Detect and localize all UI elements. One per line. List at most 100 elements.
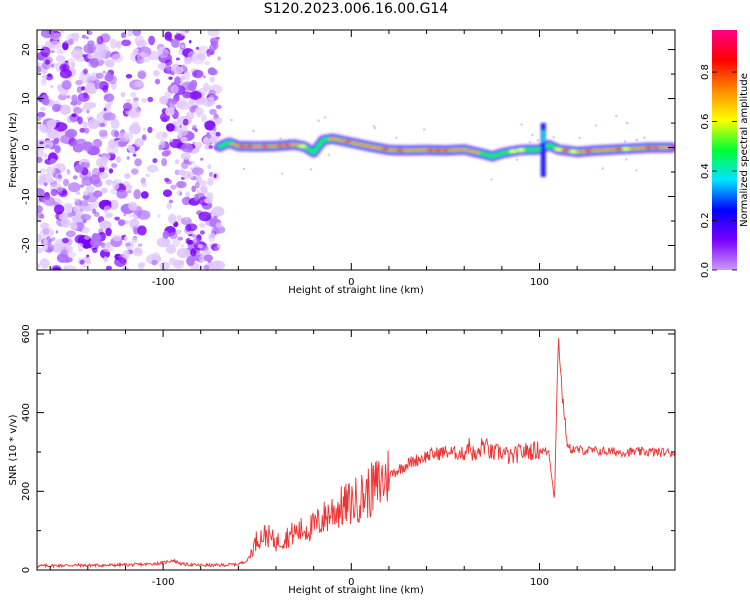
noise-speckle (111, 163, 118, 168)
noise-speckle (93, 190, 103, 198)
noise-speckle (141, 98, 148, 103)
noise-speckle (126, 98, 132, 103)
faint-speckle (536, 139, 540, 142)
noise-speckle (135, 39, 147, 48)
faint-speckle (242, 167, 246, 171)
noise-speckle (191, 185, 197, 193)
noise-speckle (105, 265, 112, 270)
faint-speckle (279, 137, 282, 140)
noise-speckle (37, 66, 42, 73)
snr-frame (36, 329, 676, 571)
noise-speckle (131, 100, 139, 110)
noise-speckle (59, 104, 71, 115)
noise-speckle (192, 237, 200, 246)
noise-speckle (117, 219, 126, 227)
snr-panel: -100 0 100 0 200 400 600 Height of straight li… (8, 324, 676, 596)
ridge-hotspot (245, 144, 254, 148)
noise-speckle (194, 128, 198, 133)
noise-speckle (146, 164, 159, 173)
faint-speckle (625, 158, 628, 161)
noise-speckle (105, 60, 115, 68)
noise-speckle (92, 138, 103, 148)
snr-x-tick-label: 100 (530, 577, 549, 588)
noise-speckle (81, 34, 87, 39)
noise-speckle (216, 243, 221, 249)
noise-speckle (179, 192, 182, 196)
noise-speckle (208, 145, 213, 149)
noise-speckle (68, 137, 78, 147)
noise-speckle (116, 189, 128, 199)
spectrogram-y-tick-label: -20 (21, 237, 32, 253)
noise-speckle (40, 124, 47, 131)
ridge-hotspot (569, 149, 578, 154)
noise-speckle (190, 160, 196, 165)
noise-speckle (200, 114, 207, 123)
faint-speckle (635, 169, 638, 172)
noise-speckle (120, 91, 126, 98)
noise-speckle (164, 31, 172, 41)
noise-speckle (169, 138, 173, 143)
noise-speckle (106, 72, 111, 78)
faint-speckle (515, 158, 519, 161)
noise-speckle (71, 48, 84, 59)
noise-speckle (161, 238, 171, 246)
snr-ticks (37, 330, 675, 571)
ridge-hotspot (373, 146, 382, 150)
ridge-hotspot (290, 143, 299, 147)
noise-speckle (59, 63, 70, 72)
noise-speckle (110, 129, 119, 138)
noise-speckle (152, 158, 158, 164)
ridge-hotspot (418, 148, 427, 152)
snr-y-axis-label: SNR (10 * v/v) (8, 414, 19, 485)
noise-speckle (84, 127, 90, 134)
noise-speckle (62, 237, 69, 244)
noise-speckle (71, 113, 77, 118)
noise-speckle (73, 205, 85, 214)
noise-speckle (148, 35, 156, 46)
noise-speckle (207, 30, 220, 37)
noise-speckle (114, 216, 120, 221)
noise-speckle (116, 156, 122, 163)
colorbar-tick-label: 0.4 (700, 163, 711, 179)
noise-speckle (82, 141, 93, 151)
noise-speckle (132, 237, 138, 244)
spectrogram-y-tick-label: -10 (21, 188, 32, 204)
noise-speckle (164, 177, 170, 182)
faint-speckle (643, 136, 646, 139)
noise-speckle (192, 69, 204, 79)
snr-series-line (37, 338, 675, 569)
noise-speckle (158, 144, 163, 151)
noise-speckle (125, 74, 133, 79)
noise-speckle (102, 70, 107, 74)
noise-speckle (211, 260, 225, 270)
snr-x-axis-label: Height of straight line (km) (288, 585, 424, 596)
ridge-hotspot (456, 148, 465, 152)
noise-speckle (63, 265, 77, 270)
chart-title: S120.2023.006.16.00.G14 (263, 1, 449, 17)
noise-speckle (79, 184, 85, 188)
noise-speckle (89, 102, 97, 109)
noise-speckle (37, 188, 45, 198)
noise-speckle (103, 107, 107, 112)
noise-speckle (51, 264, 62, 270)
noise-speckle (217, 56, 221, 61)
noise-speckle (169, 138, 184, 149)
noise-speckle (45, 30, 54, 34)
noise-speckle (215, 222, 223, 228)
noise-speckle (75, 99, 82, 106)
noise-speckle (50, 188, 58, 197)
noise-speckle (191, 234, 196, 238)
noise-speckle (128, 201, 138, 211)
noise-speckle (111, 53, 124, 63)
ridge-hotspot (629, 146, 638, 151)
noise-speckle (186, 144, 193, 153)
noise-speckle (86, 254, 90, 258)
noise-speckle (115, 40, 122, 49)
snr-y-tick-label: 600 (21, 324, 32, 343)
noise-speckle (55, 230, 59, 234)
noise-speckle (83, 190, 89, 196)
noise-speckle (83, 92, 88, 99)
noise-speckle (171, 84, 179, 94)
noise-speckle (86, 82, 95, 89)
ridge-hotspot (441, 148, 450, 153)
